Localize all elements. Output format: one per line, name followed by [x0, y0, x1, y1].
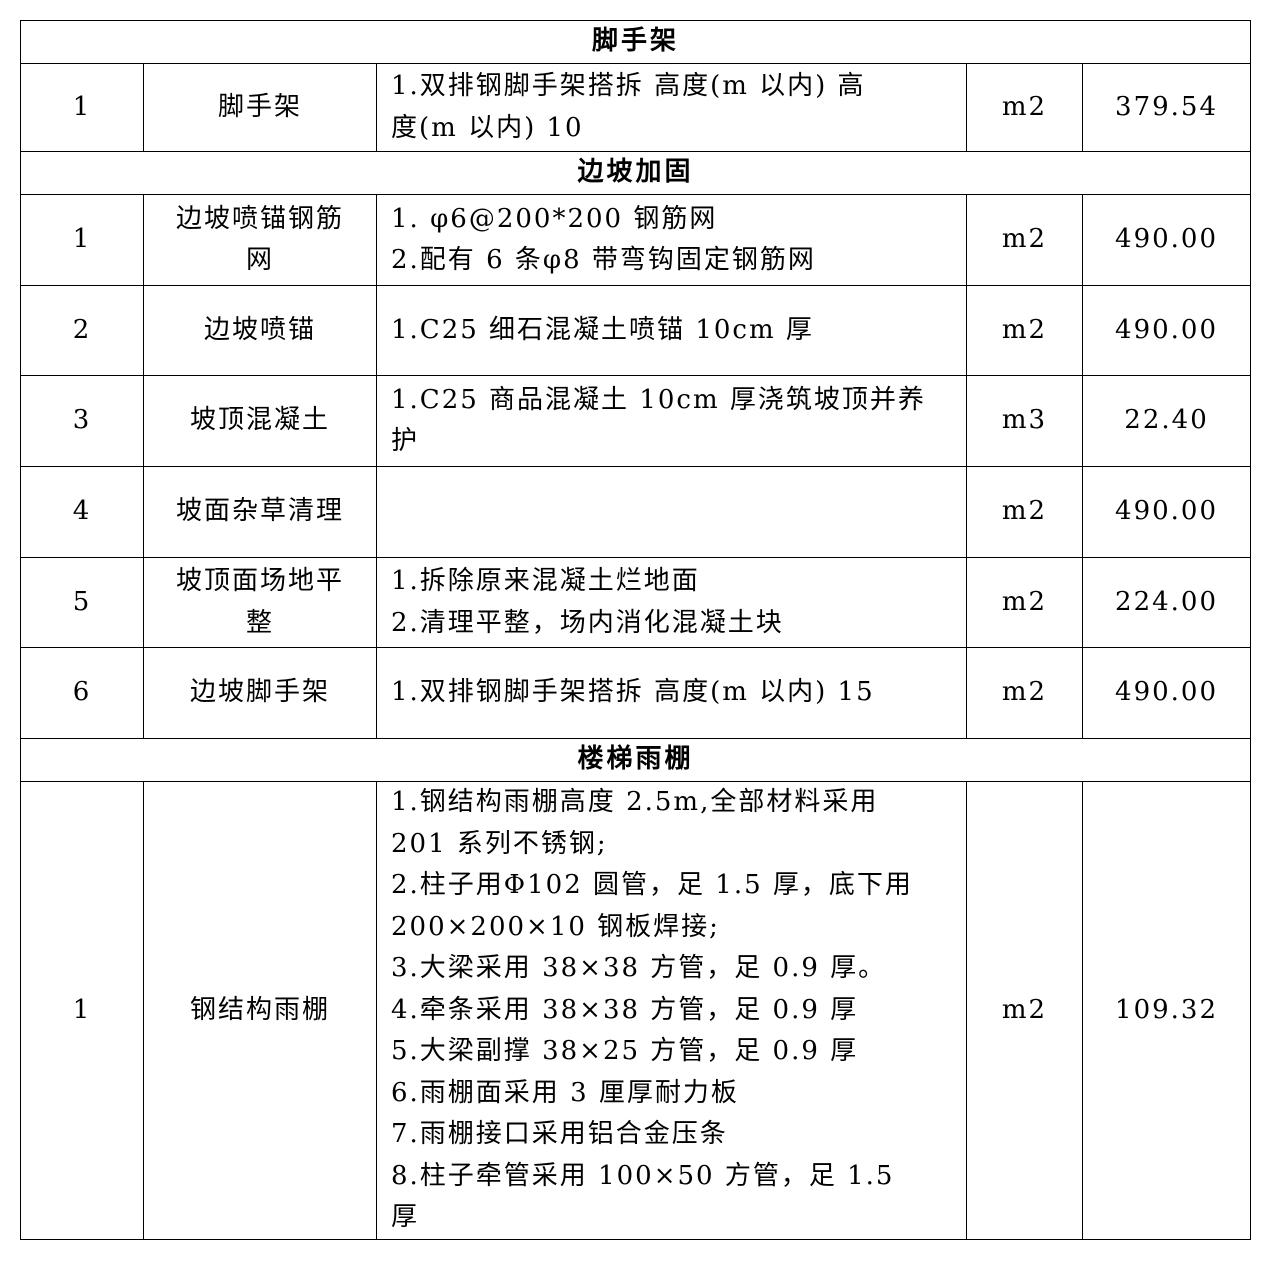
item-name-line: 坡顶面场地平 — [175, 566, 344, 596]
section-header-row: 边坡加固 — [19, 151, 1252, 195]
item-name-line: 坡面杂草清理 — [175, 496, 344, 527]
description-line: 2.清理平整，场内消化混凝土块 — [391, 607, 784, 638]
item-name-line: 边坡喷锚 — [203, 314, 316, 345]
item-name-line: 脚手架 — [217, 91, 302, 122]
item-name: 脚手架 — [143, 63, 377, 152]
section-title: 边坡加固 — [19, 151, 1252, 195]
item-unit: m2 — [966, 557, 1083, 648]
item-description: 1. φ6@200*200 钢筋网 2.配有 6 条φ8 带弯钩固定钢筋网 — [376, 194, 967, 286]
item-quantity: 490.00 — [1081, 466, 1252, 558]
description-line: 7.雨棚接口采用铝合金压条 — [391, 1119, 728, 1150]
description-line: 1.C25 商品混凝土 10cm 厚浇筑坡顶并养 — [391, 384, 926, 415]
description-line: 6.雨棚面采用 3 厘厚耐力板 — [391, 1077, 739, 1108]
item-description: 1.双排钢脚手架搭拆 高度(m 以内) 高度(m 以内) 10 — [376, 63, 967, 152]
item-name-line: 边坡脚手架 — [189, 677, 330, 708]
item-quantity: 22.40 — [1081, 375, 1252, 467]
description-line: 200×200×10 钢板焊接; — [391, 911, 720, 942]
item-number: 6 — [20, 647, 144, 739]
item-name: 边坡脚手架 — [143, 647, 377, 739]
item-description: 1.双排钢脚手架搭拆 高度(m 以内) 15 — [376, 647, 967, 739]
table-row: 5 坡顶面场地平整 1.拆除原来混凝土烂地面 2.清理平整，场内消化混凝土块 m2 224… — [20, 557, 1252, 648]
item-unit: m2 — [966, 781, 1083, 1240]
item-name: 坡面杂草清理 — [143, 466, 377, 558]
description-line: 度(m 以内) 10 — [391, 112, 584, 143]
item-unit: m2 — [966, 63, 1083, 152]
item-description: 1.C25 商品混凝土 10cm 厚浇筑坡顶并养护 — [376, 375, 967, 467]
section-title: 楼梯雨棚 — [19, 738, 1252, 782]
description-line: 3.大梁采用 38×38 方管，足 0.9 厚。 — [391, 953, 887, 984]
item-description: 1.钢结构雨棚高度 2.5m,全部材料采用 201 系列不锈钢; 2.柱子用Φ102… — [376, 781, 967, 1240]
item-quantity: 109.32 — [1081, 781, 1252, 1240]
item-name: 边坡喷锚 — [143, 285, 377, 376]
description-line: 5.大梁副撑 38×25 方管，足 0.9 厚 — [391, 1036, 859, 1067]
item-name-line: 坡顶混凝土 — [189, 405, 330, 436]
item-number: 3 — [20, 375, 144, 467]
item-description: 1.C25 细石混凝土喷锚 10cm 厚 — [376, 285, 967, 376]
section-header-row: 脚手架 — [19, 20, 1252, 64]
table-row: 6 边坡脚手架 1.双排钢脚手架搭拆 高度(m 以内) 15 m2 490.00 — [20, 647, 1252, 739]
item-quantity: 224.00 — [1081, 557, 1252, 648]
item-number: 5 — [20, 557, 144, 648]
item-unit: m3 — [966, 375, 1083, 467]
item-number: 2 — [20, 285, 144, 376]
description-line: 1.双排钢脚手架搭拆 高度(m 以内) 15 — [391, 677, 875, 708]
item-name: 钢结构雨棚 — [143, 781, 377, 1240]
item-name-line: 整 — [245, 607, 274, 638]
description-line: 1.拆除原来混凝土烂地面 — [391, 566, 700, 596]
item-name: 边坡喷锚钢筋网 — [143, 194, 377, 286]
item-name-line: 边坡喷锚钢筋 — [175, 203, 344, 234]
item-quantity: 490.00 — [1081, 647, 1252, 739]
item-unit: m2 — [966, 285, 1083, 376]
item-name: 坡顶面场地平整 — [143, 557, 377, 648]
description-line: 1.钢结构雨棚高度 2.5m,全部材料采用 — [391, 787, 879, 818]
item-number: 1 — [20, 781, 144, 1240]
table-row: 1 边坡喷锚钢筋网 1. φ6@200*200 钢筋网 2.配有 6 条φ8 带弯钩固… — [20, 194, 1252, 286]
item-description: 1.拆除原来混凝土烂地面 2.清理平整，场内消化混凝土块 — [376, 557, 967, 648]
item-quantity: 490.00 — [1081, 285, 1252, 376]
table-row: 1 钢结构雨棚 1.钢结构雨棚高度 2.5m,全部材料采用 201 系列不锈钢; 2.柱… — [20, 781, 1252, 1240]
section-header-row: 楼梯雨棚 — [19, 738, 1252, 782]
description-line: 1.C25 细石混凝土喷锚 10cm 厚 — [391, 314, 814, 345]
description-line: 厚 — [391, 1202, 420, 1233]
item-number: 1 — [20, 63, 144, 152]
table-row: 1 脚手架 1.双排钢脚手架搭拆 高度(m 以内) 高度(m 以内) 10 m2 379… — [20, 63, 1252, 152]
item-quantity: 490.00 — [1081, 194, 1252, 286]
description-line: 201 系列不锈钢; — [391, 828, 608, 859]
item-number: 4 — [20, 466, 144, 558]
table-row: 3 坡顶混凝土 1.C25 商品混凝土 10cm 厚浇筑坡顶并养护 m3 22.40 — [20, 375, 1252, 467]
item-description — [376, 466, 967, 558]
item-unit: m2 — [966, 194, 1083, 286]
description-line: 2.柱子用Φ102 圆管，足 1.5 厚，底下用 — [391, 870, 913, 901]
item-name-line: 网 — [245, 245, 274, 275]
description-line: 护 — [391, 426, 420, 456]
description-line: 1. φ6@200*200 钢筋网 — [391, 203, 718, 234]
description-line: 1.双排钢脚手架搭拆 高度(m 以内) 高 — [391, 71, 866, 101]
description-line: 4.牵条采用 38×38 方管，足 0.9 厚 — [391, 994, 859, 1025]
item-unit: m2 — [966, 647, 1083, 739]
bill-of-quantities-table: 脚手架 1 脚手架 1.双排钢脚手架搭拆 高度(m 以内) 高度(m 以内) 10 m2… — [19, 20, 1252, 1240]
item-name: 坡顶混凝土 — [143, 375, 377, 467]
item-number: 1 — [20, 194, 144, 286]
description-line: 8.柱子牵管采用 100×50 方管，足 1.5 — [391, 1160, 895, 1191]
description-line: 2.配有 6 条φ8 带弯钩固定钢筋网 — [391, 245, 816, 275]
section-title: 脚手架 — [19, 20, 1252, 64]
item-quantity: 379.54 — [1081, 63, 1252, 152]
table-row: 4 坡面杂草清理 m2 490.00 — [20, 466, 1252, 558]
item-name-line: 钢结构雨棚 — [189, 994, 330, 1025]
item-unit: m2 — [966, 466, 1083, 558]
table-row: 2 边坡喷锚 1.C25 细石混凝土喷锚 10cm 厚 m2 490.00 — [20, 285, 1252, 376]
